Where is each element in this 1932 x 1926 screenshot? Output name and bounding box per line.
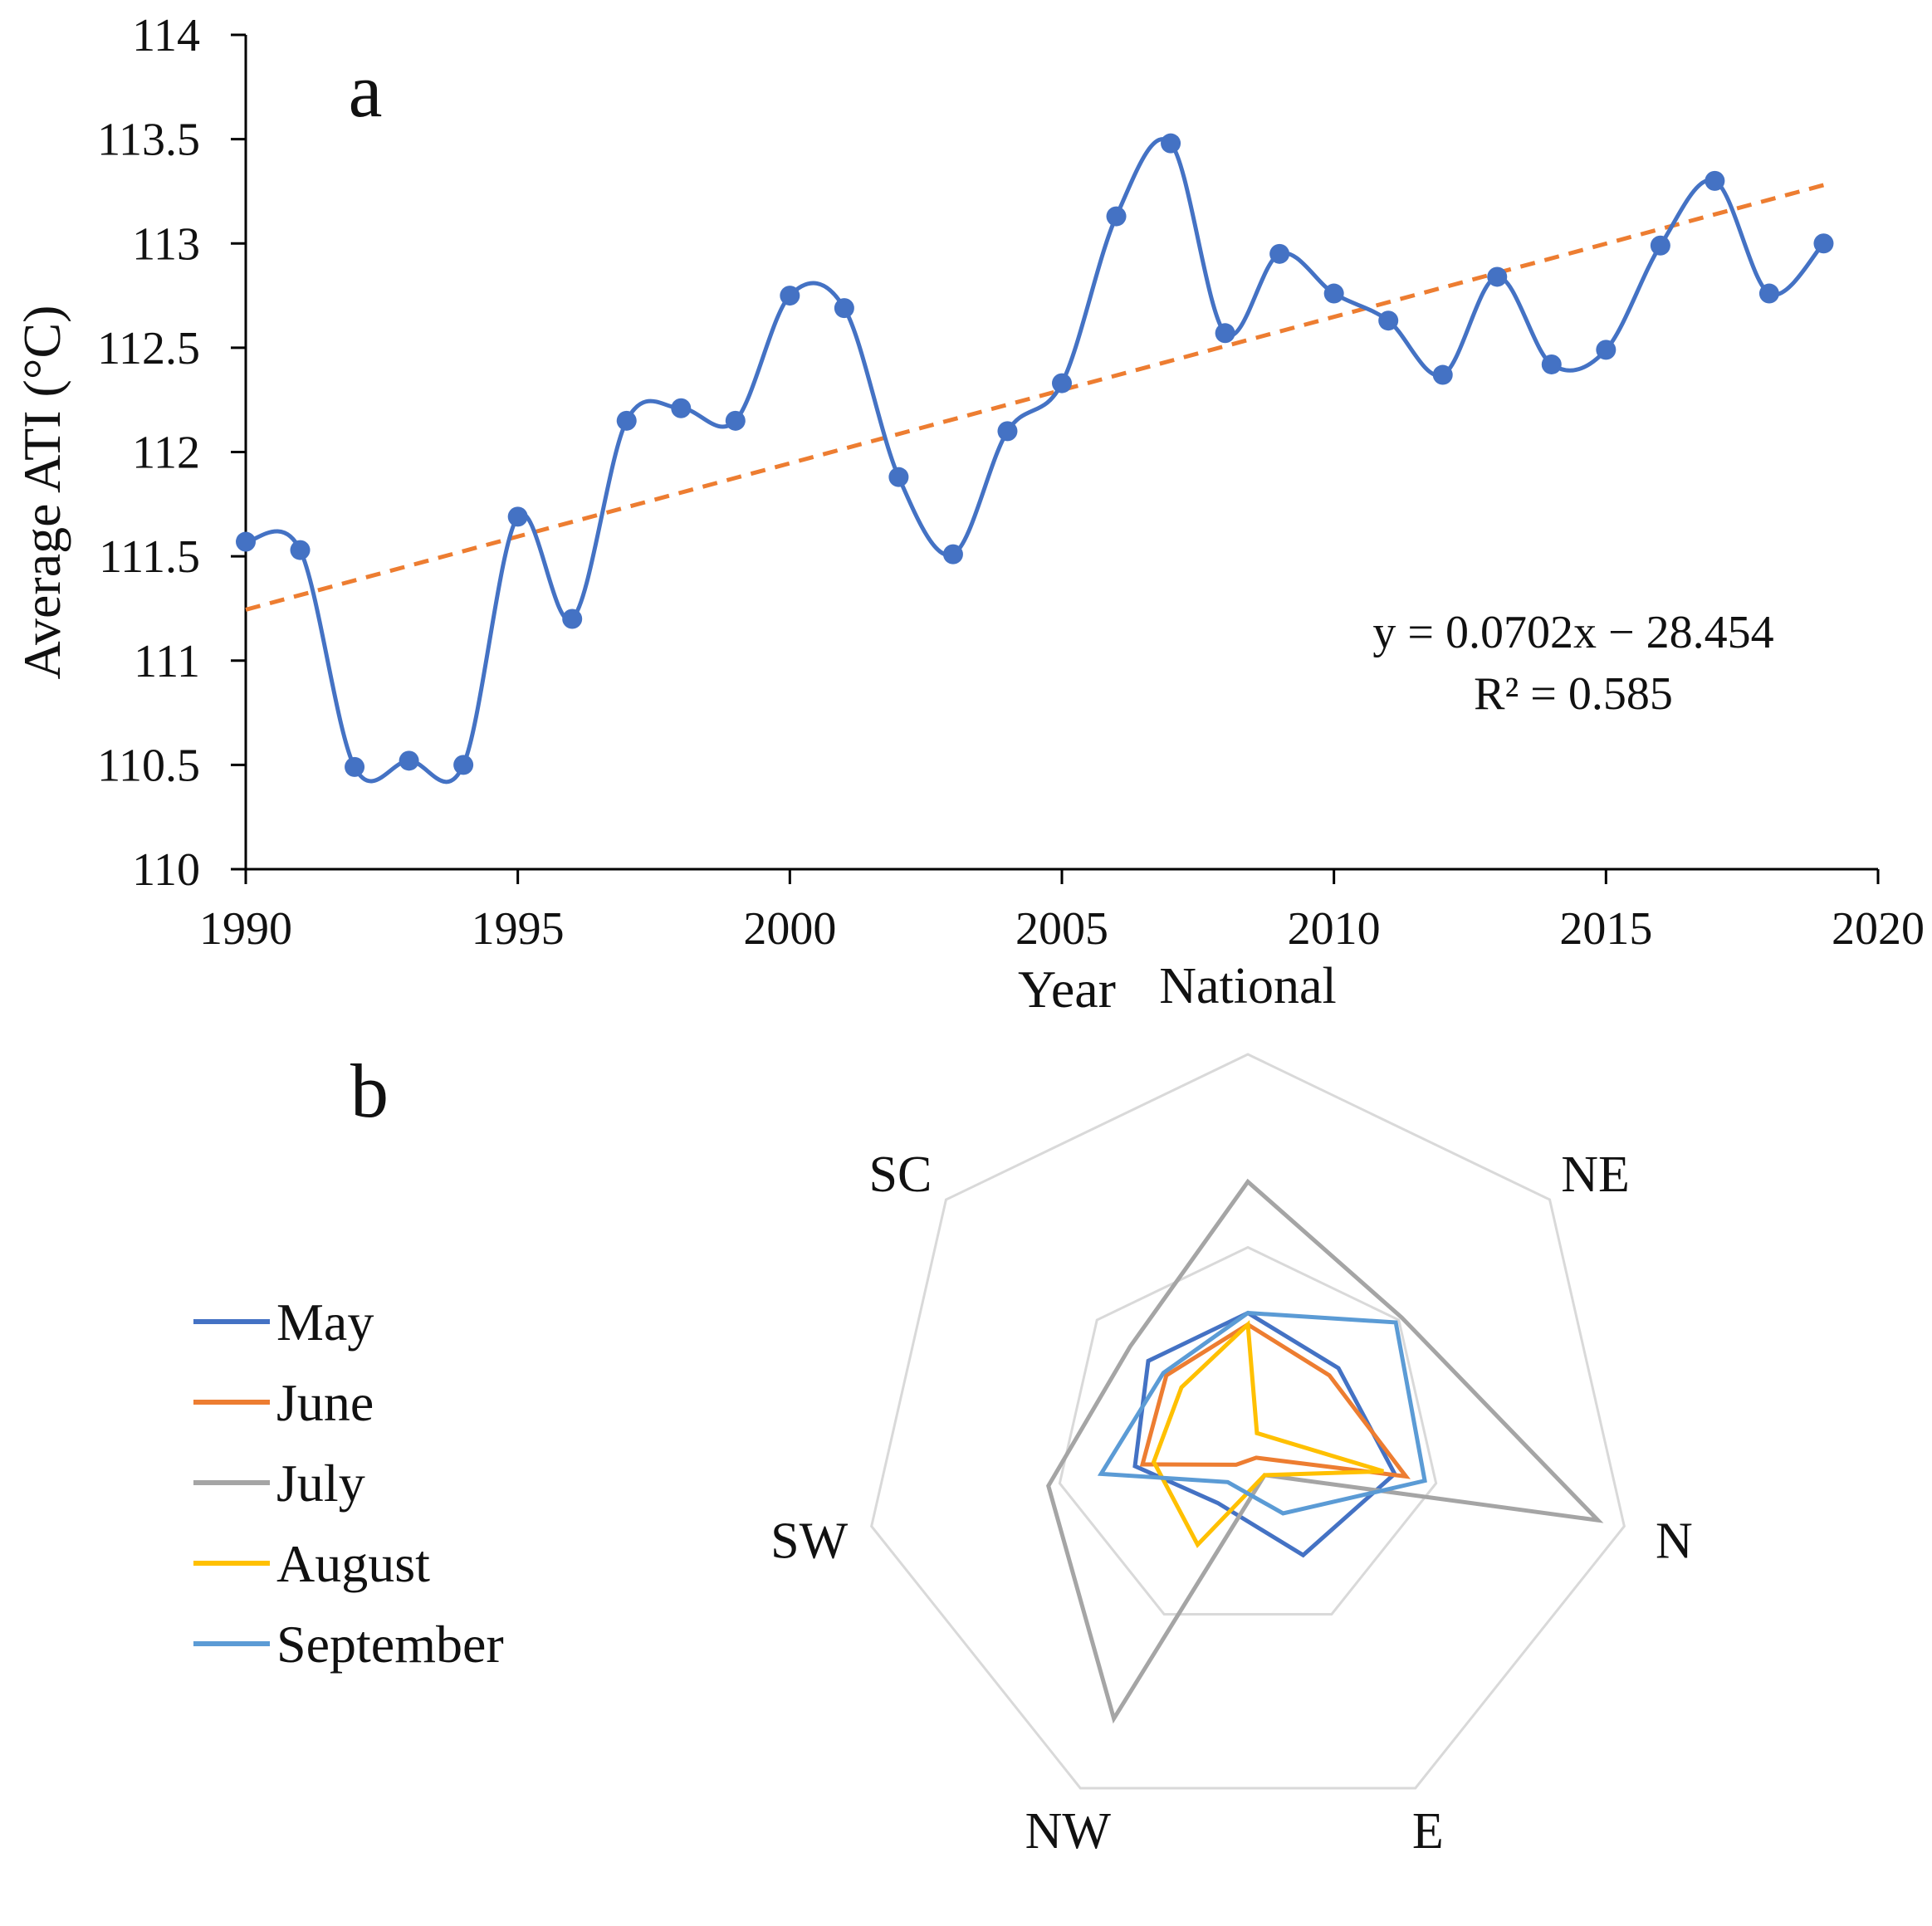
data-point [1323,283,1344,304]
legend-label: August [276,1534,430,1593]
data-point [453,755,474,775]
data-point [1487,266,1508,287]
legend-label: September [276,1615,504,1674]
legend-label: May [276,1293,374,1352]
data-point [1215,323,1235,344]
data-point [1541,354,1562,374]
y-tick-label: 111 [134,636,200,687]
x-tick-label: 2005 [1015,903,1108,955]
trend-equation: y = 0.0702x − 28.454 [1372,607,1773,658]
data-point [1432,364,1453,385]
y-tick-label: 112.5 [97,323,200,374]
data-point [780,286,800,306]
data-point [888,467,909,487]
data-point [236,531,256,552]
data-point [1378,310,1399,331]
x-tick-label: 2000 [743,903,836,955]
panel-a-label: a [349,48,383,133]
data-point [942,544,963,565]
x-tick-label: 2015 [1559,903,1652,955]
radar-grid [870,1053,1626,1790]
radar-series-may [1132,1310,1397,1558]
radar-series-august [1151,1320,1384,1548]
legend-label: June [276,1373,374,1432]
line-chart-panel: a 110 110.5 111 111.5 112 112.5 113 113.5 114 199… [12,10,1925,1019]
radar-category-label: N [1656,1513,1693,1569]
data-point [1705,170,1725,191]
radar-series-june [1139,1322,1411,1479]
data-point [1106,206,1127,227]
series-line [245,137,1826,785]
y-tick-label: 112 [132,428,200,479]
x-axis-title: Year [1018,960,1116,1019]
data-point [671,398,692,418]
x-tick-label: 1990 [199,903,292,955]
data-point [562,609,583,629]
axes [231,33,1880,884]
radar-category-label: NE [1561,1146,1630,1203]
data-point [290,540,311,560]
y-tick-label: 110.5 [97,740,200,791]
panel-b-label: b [350,1049,389,1133]
data-point [834,298,854,319]
x-tick-label: 1995 [472,903,565,955]
radar-category-label: SW [770,1513,848,1569]
x-tick-label: 2020 [1832,903,1925,955]
radar-category-label: SC [869,1146,932,1203]
legend-label: July [276,1454,365,1513]
data-point [1161,133,1181,154]
data-point [725,410,746,431]
radar-series [1046,1178,1604,1724]
y-tick-label: 110 [132,844,200,896]
data-point [399,750,419,771]
radar-gridline [1058,1245,1438,1616]
radar-gridline [870,1053,1626,1790]
tick-labels: 110 110.5 111 111.5 112 112.5 113 113.5 114 1990 1… [97,10,1925,955]
y-tick-label: 113 [132,218,200,270]
legend: May June July August September [193,1293,504,1674]
data-points [236,133,1834,777]
data-point [507,506,528,527]
data-point [345,756,365,777]
radar-category-label: E [1412,1803,1444,1860]
data-point [1813,233,1834,254]
y-tick-label: 111.5 [99,531,200,583]
data-point [1758,283,1779,304]
radar-series-july [1046,1178,1604,1724]
x-tick-label: 2010 [1288,903,1381,955]
y-tick-label: 113.5 [97,115,200,166]
radar-category-label: NW [1025,1803,1112,1860]
data-point [1650,235,1670,256]
radar-series-september [1097,1310,1427,1516]
data-point [997,421,1018,442]
data-point [1269,243,1290,264]
data-point [616,410,637,431]
trend-r-squared: R² = 0.585 [1474,668,1673,720]
radar-category-label: National [1159,958,1337,1014]
data-point [1596,340,1617,360]
y-tick-label: 114 [132,10,200,61]
y-axis-title: Average ATI (°C) [12,306,71,680]
trendline [245,183,1825,612]
data-point [1052,373,1072,394]
